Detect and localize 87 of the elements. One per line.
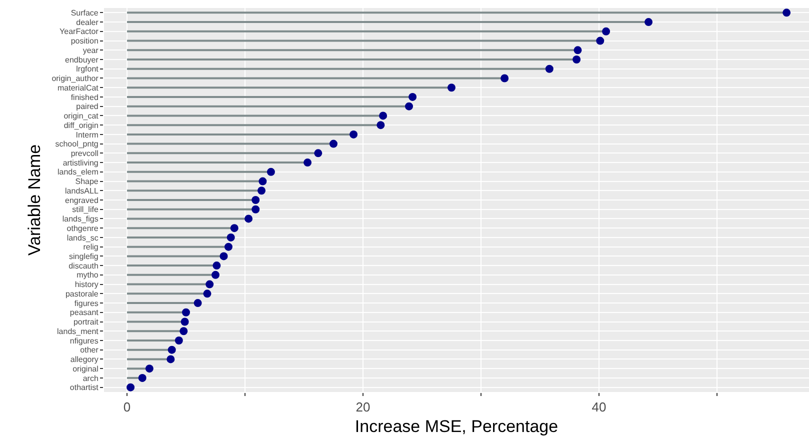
point (258, 186, 266, 195)
y-tick-label: YearFactor (60, 27, 99, 36)
point (408, 92, 417, 101)
y-tick-label: discauth (68, 261, 98, 270)
point (206, 280, 214, 288)
point (405, 102, 414, 110)
y-tick-label: history (74, 280, 98, 290)
point (212, 262, 221, 270)
y-tick-label: Interm (76, 130, 99, 140)
point (212, 270, 220, 279)
y-tick-label: peasant (70, 308, 100, 318)
y-tick-label: artistliving (62, 158, 98, 168)
y-tick-label: diff_origin (64, 120, 98, 130)
point (230, 224, 238, 232)
point (574, 46, 582, 54)
point (304, 158, 312, 167)
y-tick-label: figures (74, 298, 98, 308)
y-tick-label: still_life (72, 205, 99, 214)
y-tick-label: portrait (73, 318, 100, 327)
y-tick-label: position (70, 36, 98, 46)
y-tick-label: dealer (76, 18, 99, 27)
point (782, 8, 791, 17)
point (596, 36, 604, 45)
point (314, 149, 322, 158)
point (145, 364, 154, 373)
y-tick-label: lands_elem (57, 168, 99, 177)
y-tick-label: lands_sc (66, 233, 98, 242)
point (180, 327, 188, 336)
y-tick-label: finished (70, 92, 98, 102)
y-tick-label: singlefig (69, 252, 98, 261)
y-tick-label: origin_author (52, 74, 99, 84)
point (500, 74, 509, 82)
y-tick-label: materialCat (57, 83, 100, 92)
y-tick-label: lands_ment (57, 326, 100, 336)
point (126, 383, 135, 392)
y-tick-label: arch (82, 374, 98, 383)
point (244, 214, 253, 223)
y-tick-label: Surface (70, 8, 99, 18)
point (220, 252, 228, 260)
point (379, 112, 388, 120)
y-tick-label: endbuyer (65, 55, 99, 64)
point (168, 346, 176, 354)
y-tick-label: prevcoll (70, 148, 99, 158)
point (258, 177, 267, 186)
point (180, 318, 189, 326)
x-tick-label: 40 (592, 400, 606, 415)
y-tick-label: relig (83, 242, 98, 252)
y-tick-label: mytho (76, 270, 99, 280)
y-tick-label: origin_cat (64, 112, 100, 121)
y-tick-label: landsALL (65, 186, 99, 196)
point (376, 121, 385, 130)
point (252, 196, 260, 204)
point (350, 130, 358, 138)
y-tick-label: pastorale (65, 289, 99, 298)
y-tick-label: nfigures (70, 336, 98, 346)
y-tick-label: year (82, 46, 99, 55)
point (203, 290, 212, 298)
x-tick-label: 0 (123, 400, 131, 415)
point (226, 233, 235, 242)
y-tick-label: engraved (65, 196, 98, 205)
point (447, 84, 456, 92)
point (252, 205, 260, 214)
y-tick-label: lands_figs (62, 214, 98, 224)
y-tick-label: original (72, 364, 99, 374)
point (194, 299, 202, 308)
y-tick-label: paired (76, 102, 98, 112)
point (266, 168, 275, 176)
point (138, 374, 146, 382)
point (174, 336, 183, 344)
point (329, 140, 338, 148)
y-tick-label: othartist (70, 383, 100, 392)
y-tick-label: other (80, 346, 99, 355)
y-tick-label: othgenre (66, 224, 99, 233)
point (572, 56, 581, 64)
y-tick-label: lrgfont (76, 64, 100, 74)
x-tick-label: 20 (356, 400, 370, 415)
x-axis-title: Increase MSE, Percentage (354, 417, 558, 436)
point (166, 355, 175, 364)
point (602, 27, 610, 36)
point (545, 64, 554, 73)
point (644, 18, 653, 26)
point (182, 308, 190, 316)
y-tick-label: allegory (70, 355, 98, 364)
y-axis-title: Variable Name (25, 144, 44, 256)
point (224, 242, 232, 251)
y-tick-label: school_pntg (55, 140, 98, 149)
y-tick-label: Shape (75, 177, 99, 186)
